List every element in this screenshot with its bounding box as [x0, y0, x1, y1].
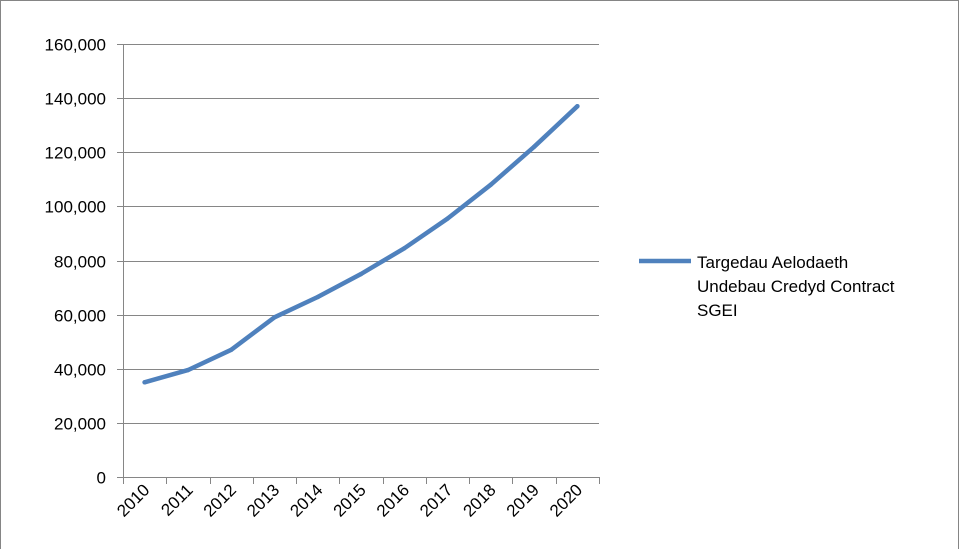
data-point	[358, 271, 364, 277]
legend-label-line-1: Targedau Aelodaeth	[697, 253, 848, 272]
data-point	[575, 104, 580, 109]
gridlines	[123, 44, 599, 424]
x-tick-label: 2015	[330, 480, 370, 520]
x-axis-tick-labels: 2010 2011 2012 2013 2014 2015 2016 2017 2018 2019…	[113, 480, 586, 520]
y-tick-label: 0	[97, 469, 106, 488]
x-tick-label: 2014	[286, 480, 326, 520]
y-tick-label: 120,000	[45, 144, 106, 163]
x-tick-label: 2018	[459, 480, 499, 520]
legend-label-line-2: Undebau Credyd Contract	[697, 277, 895, 296]
x-tick-label: 2019	[503, 480, 543, 520]
x-tick-label: 2011	[157, 480, 196, 519]
data-point	[315, 294, 320, 300]
x-tick-label: 2017	[416, 480, 456, 520]
data-point	[185, 367, 191, 373]
y-tick-label: 140,000	[45, 90, 106, 109]
x-tick-label: 2010	[113, 480, 153, 520]
data-point	[402, 246, 407, 251]
x-tick-label: 2020	[546, 480, 586, 520]
x-tick-label: 2016	[373, 480, 413, 520]
data-point	[445, 216, 450, 221]
data-point	[488, 182, 494, 187]
series-layer	[142, 103, 580, 385]
data-point	[142, 380, 147, 385]
y-tick-label: 40,000	[54, 361, 106, 380]
data-point	[531, 144, 537, 150]
legend-label-line-3: SGEI	[697, 301, 738, 320]
y-tick-label: 60,000	[54, 307, 106, 326]
y-tick-label: 100,000	[45, 198, 106, 217]
x-tick-label: 2012	[200, 480, 240, 520]
y-tick-label: 160,000	[45, 36, 106, 55]
y-tick-label: 20,000	[54, 415, 106, 434]
data-point	[228, 347, 234, 353]
data-point	[272, 315, 277, 320]
axes	[117, 44, 600, 484]
y-axis-tick-labels: 0 20,000 40,000 60,000 80,000 100,000 120,000 1…	[45, 36, 106, 488]
legend: Targedau Aelodaeth Undebau Credyd Contra…	[639, 253, 895, 320]
series-line	[142, 103, 580, 385]
x-tick-label: 2013	[243, 480, 283, 520]
y-tick-label: 80,000	[54, 253, 106, 272]
